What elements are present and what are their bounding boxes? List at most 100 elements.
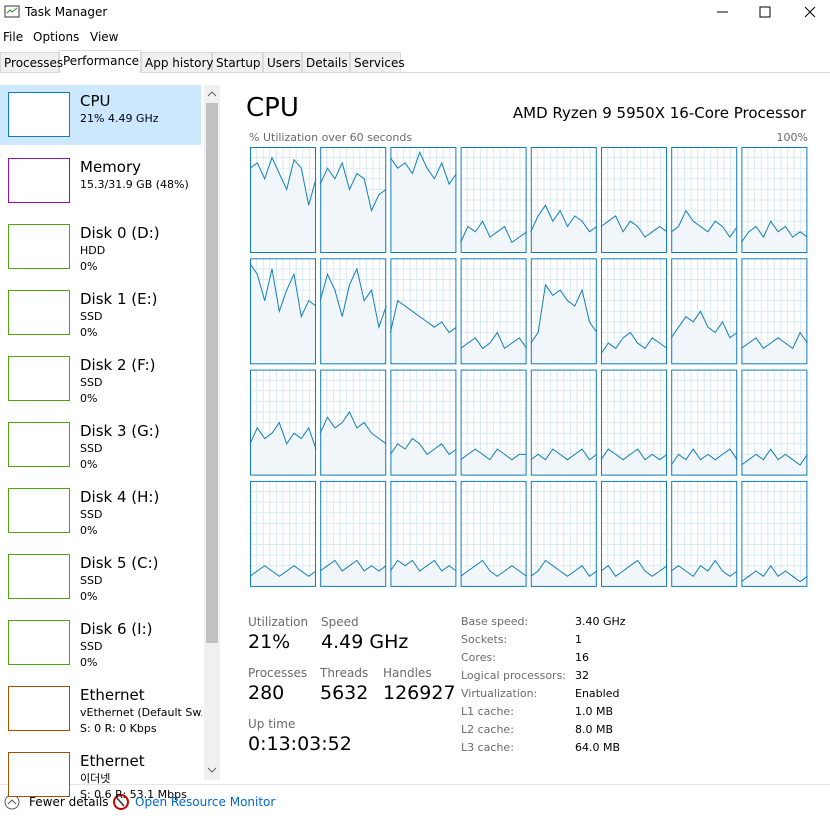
sidebar-name[interactable]: Disk 0 (D:) <box>80 224 160 242</box>
core-line <box>460 331 528 350</box>
core-graph-border <box>671 147 738 253</box>
core-graph-border <box>601 369 667 476</box>
sidebar-detail[interactable]: S: 0 R: 0 Kbps <box>80 723 157 734</box>
core-line <box>389 437 457 456</box>
sidebar-thumbnail[interactable] <box>8 554 70 599</box>
fewer-details-icon[interactable] <box>4 794 20 810</box>
stat-label: Speed <box>321 615 359 629</box>
sidebar-detail[interactable]: SSD <box>80 311 103 322</box>
sidebar-thumbnail[interactable] <box>8 488 70 533</box>
tab[interactable] <box>0 52 59 73</box>
stat-value: 21% <box>248 631 291 653</box>
sidebar-detail[interactable]: S: 0.6 R: 53.1 Mbps <box>80 789 187 800</box>
scroll-up[interactable] <box>207 91 217 97</box>
sidebar-detail[interactable]: 21% 4.49 GHz <box>80 113 159 124</box>
sidebar-thumbnail[interactable] <box>8 356 70 401</box>
sidebar-name[interactable]: Disk 3 (G:) <box>80 422 160 440</box>
detail-value: 3.40 GHz <box>575 615 626 628</box>
tab-label[interactable]: Processes <box>4 56 64 70</box>
detail-key: Base speed: <box>461 615 529 628</box>
sidebar-name[interactable]: Disk 6 (I:) <box>80 620 153 638</box>
sidebar-detail[interactable]: SSD <box>80 509 103 520</box>
sidebar-thumbnail[interactable] <box>8 224 70 269</box>
sidebar-name[interactable]: Disk 4 (H:) <box>80 488 160 506</box>
sidebar-detail[interactable]: SSD <box>80 443 103 454</box>
sidebar-detail[interactable]: 0% <box>80 657 98 668</box>
scrollbar-thumb[interactable] <box>206 103 218 643</box>
graph-max: 100% <box>776 131 808 144</box>
close-button[interactable] <box>804 6 816 18</box>
core-line <box>389 559 457 572</box>
sidebar-name[interactable]: Ethernet <box>80 686 145 704</box>
menu-item[interactable]: File <box>3 30 24 44</box>
sidebar-thumbnail[interactable] <box>8 92 70 137</box>
detail-key: Virtualization: <box>461 687 538 700</box>
sidebar-detail[interactable]: vEthernet (Default Sw... <box>80 707 202 718</box>
tab[interactable] <box>350 52 401 73</box>
sidebar-thumbnail[interactable] <box>8 752 70 797</box>
core-line <box>389 299 457 334</box>
core-line <box>249 156 317 206</box>
tab-label[interactable]: Services <box>354 56 405 70</box>
menu-item[interactable]: View <box>90 30 119 44</box>
sidebar-detail[interactable]: 0% <box>80 591 98 602</box>
sidebar-name[interactable]: CPU <box>80 92 111 110</box>
detail-value: 32 <box>575 669 589 682</box>
detail-key: Logical processors: <box>461 669 567 682</box>
sidebar-detail[interactable]: HDD <box>80 245 106 256</box>
menu-item[interactable]: Options <box>33 30 80 44</box>
core-line <box>600 215 668 238</box>
core-line <box>319 559 387 572</box>
core-graph-border <box>671 369 738 476</box>
sidebar-detail[interactable]: 0% <box>80 327 98 338</box>
tab[interactable] <box>212 52 263 73</box>
detail-value: 8.0 MB <box>575 723 614 736</box>
sidebar-detail[interactable]: 0% <box>80 459 98 470</box>
sidebar-detail[interactable]: SSD <box>80 377 103 388</box>
sidebar-name[interactable]: Ethernet <box>80 752 145 770</box>
sidebar-thumbnail[interactable] <box>8 422 70 467</box>
tab[interactable] <box>302 52 350 73</box>
sidebar-detail[interactable]: SSD <box>80 575 103 586</box>
tab-label[interactable]: App history <box>145 56 214 70</box>
sidebar-detail[interactable]: 0% <box>80 261 98 272</box>
tab-label[interactable]: Performance <box>63 54 140 68</box>
sidebar-thumbnail[interactable] <box>8 686 70 731</box>
sidebar-detail[interactable]: 0% <box>80 525 98 536</box>
resource-monitor-link[interactable]: Open Resource Monitor <box>135 795 276 809</box>
tab-label[interactable]: Details <box>306 56 348 70</box>
sidebar-name[interactable]: Disk 1 (E:) <box>80 290 158 308</box>
graph-label: % Utilization over 60 seconds <box>249 131 413 144</box>
core-area <box>601 215 667 253</box>
sidebar-thumbnail[interactable] <box>8 620 70 665</box>
core-line <box>740 220 808 243</box>
tab[interactable] <box>263 52 302 73</box>
sidebar-name[interactable]: Memory <box>80 158 142 176</box>
core-line <box>249 565 317 577</box>
sidebar-detail[interactable]: 15.3/31.9 GB (48%) <box>80 179 189 190</box>
tab-label[interactable]: Users <box>267 56 301 70</box>
scroll-down[interactable] <box>207 767 217 773</box>
sidebar-name[interactable]: Disk 5 (C:) <box>80 554 159 572</box>
core-graph-border <box>320 480 387 587</box>
sidebar-thumbnail[interactable] <box>8 290 70 335</box>
sidebar-detail[interactable]: SSD <box>80 641 103 652</box>
core-area <box>530 205 597 253</box>
sidebar-detail[interactable]: 이더넷 <box>80 773 111 784</box>
core-line <box>741 448 808 466</box>
core-line <box>460 559 527 577</box>
core-graph-border <box>530 480 597 587</box>
core-area <box>671 560 738 587</box>
sidebar-detail[interactable]: 0% <box>80 393 98 404</box>
tab[interactable] <box>141 52 212 73</box>
window-title: Task Manager <box>25 5 108 19</box>
core-area <box>460 449 527 476</box>
tab-label[interactable]: Startup <box>216 56 261 70</box>
stat-label: Handles <box>383 666 432 680</box>
maximize-button[interactable] <box>759 6 771 18</box>
core-line <box>530 559 598 578</box>
sidebar-thumbnail[interactable] <box>8 158 70 203</box>
sidebar-name[interactable]: Disk 2 (F:) <box>80 356 156 374</box>
fewer-details[interactable]: Fewer details <box>29 795 109 809</box>
